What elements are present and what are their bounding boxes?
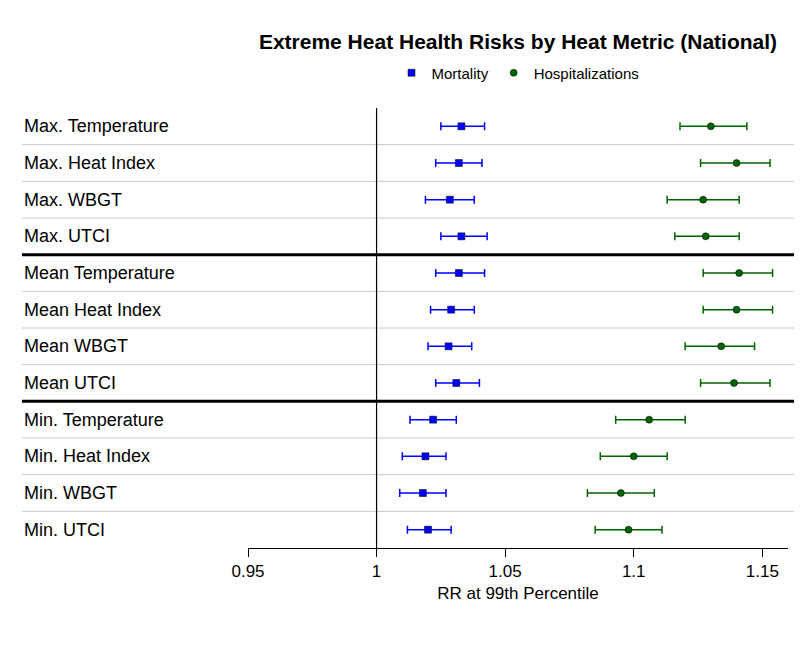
svg-text:Min. Temperature: Min. Temperature bbox=[24, 410, 164, 430]
svg-text:Extreme Heat Health Risks by H: Extreme Heat Health Risks by Heat Metric… bbox=[259, 30, 777, 53]
svg-text:Mean Heat Index: Mean Heat Index bbox=[24, 300, 161, 320]
svg-text:1: 1 bbox=[372, 562, 381, 581]
svg-text:Max. Heat Index: Max. Heat Index bbox=[24, 153, 155, 173]
svg-text:Min. WBGT: Min. WBGT bbox=[24, 483, 117, 503]
svg-text:1.05: 1.05 bbox=[489, 562, 522, 581]
svg-text:Max. WBGT: Max. WBGT bbox=[24, 190, 122, 210]
svg-text:Mean UTCI: Mean UTCI bbox=[24, 373, 116, 393]
svg-text:0.95: 0.95 bbox=[231, 562, 264, 581]
svg-text:Mean WBGT: Mean WBGT bbox=[24, 336, 128, 356]
svg-text:Mortality: Mortality bbox=[432, 65, 489, 82]
svg-text:1.1: 1.1 bbox=[622, 562, 646, 581]
svg-text:Max. Temperature: Max. Temperature bbox=[24, 116, 169, 136]
svg-text:Mean Temperature: Mean Temperature bbox=[24, 263, 175, 283]
svg-text:Min. UTCI: Min. UTCI bbox=[24, 520, 105, 540]
svg-text:1.15: 1.15 bbox=[746, 562, 779, 581]
svg-text:RR at 99th Percentile: RR at 99th Percentile bbox=[437, 584, 599, 603]
svg-text:Min. Heat Index: Min. Heat Index bbox=[24, 446, 150, 466]
svg-text:Max. UTCI: Max. UTCI bbox=[24, 226, 110, 246]
svg-text:Hospitalizations: Hospitalizations bbox=[534, 65, 639, 82]
